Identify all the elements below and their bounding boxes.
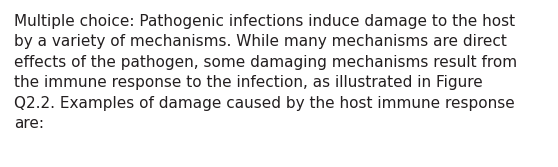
Text: Multiple choice: Pathogenic infections induce damage to the host
by a variety of: Multiple choice: Pathogenic infections i… xyxy=(14,14,517,131)
